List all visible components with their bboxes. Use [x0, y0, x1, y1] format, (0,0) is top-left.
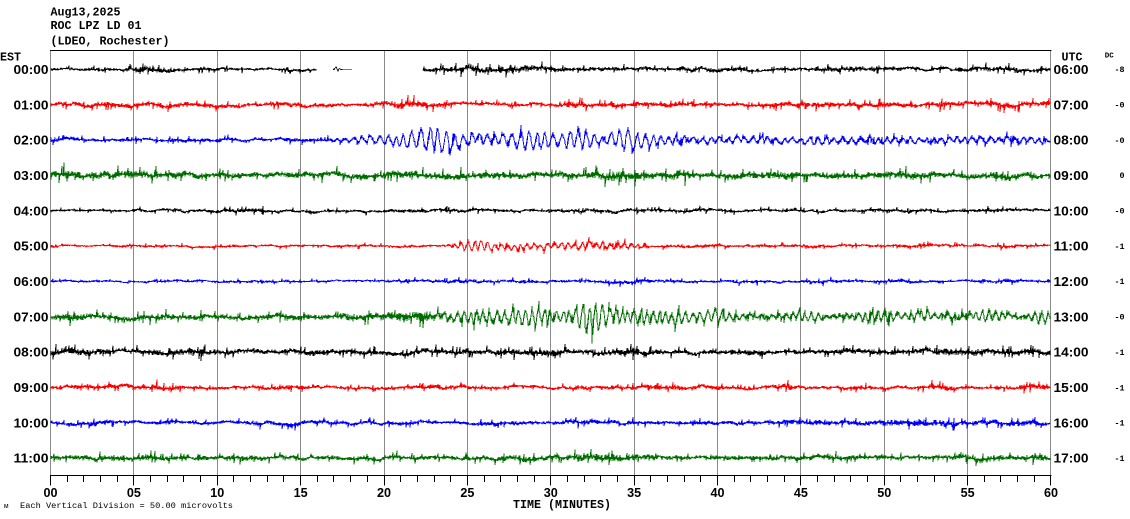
svg-text:-1: -1	[1114, 348, 1124, 358]
svg-text:02:00: 02:00	[14, 133, 49, 148]
svg-text:01:00: 01:00	[14, 97, 49, 112]
svg-text:UTC: UTC	[1062, 50, 1083, 64]
svg-text:м: м	[4, 503, 9, 511]
svg-text:Each Vertical Division = 50.: Each Vertical Division = 50.00 microvolt…	[20, 501, 233, 511]
svg-text:EST: EST	[0, 50, 21, 64]
svg-text:TIME (MINUTES): TIME (MINUTES)	[513, 498, 611, 512]
svg-text:13:00: 13:00	[1054, 309, 1089, 324]
svg-text:05: 05	[127, 485, 141, 500]
svg-text:-0: -0	[1114, 313, 1124, 323]
svg-text:14:00: 14:00	[1054, 345, 1089, 360]
svg-text:00:00: 00:00	[14, 62, 49, 77]
svg-text:17:00: 17:00	[1054, 451, 1089, 466]
svg-text:-1: -1	[1114, 419, 1124, 429]
svg-text:08:00: 08:00	[1054, 133, 1089, 148]
svg-text:06:00: 06:00	[1054, 62, 1089, 77]
svg-text:05:00: 05:00	[14, 239, 49, 254]
svg-text:-0: -0	[1114, 207, 1124, 217]
svg-text:15:00: 15:00	[1054, 380, 1089, 395]
svg-text:0: 0	[1119, 171, 1124, 181]
svg-text:30: 30	[544, 485, 558, 500]
svg-text:10: 10	[210, 485, 224, 500]
svg-text:11:00: 11:00	[1054, 239, 1089, 254]
svg-text:03:00: 03:00	[14, 168, 49, 183]
svg-text:16:00: 16:00	[1054, 415, 1089, 430]
svg-text:DC: DC	[1105, 53, 1115, 61]
svg-text:07:00: 07:00	[1054, 97, 1089, 112]
svg-text:09:00: 09:00	[14, 380, 49, 395]
svg-text:60: 60	[1044, 485, 1058, 500]
svg-text:-0: -0	[1114, 101, 1124, 111]
svg-text:15: 15	[294, 485, 308, 500]
svg-text:ROC LPZ LD 01: ROC LPZ LD 01	[51, 19, 142, 33]
svg-text:08:00: 08:00	[14, 345, 49, 360]
svg-text:Aug13,2025: Aug13,2025	[51, 5, 121, 19]
svg-text:10:00: 10:00	[1054, 203, 1089, 218]
svg-text:50: 50	[877, 485, 891, 500]
svg-text:09:00: 09:00	[1054, 168, 1089, 183]
svg-text:-1: -1	[1114, 454, 1124, 464]
svg-text:40: 40	[711, 485, 725, 500]
svg-text:-1: -1	[1114, 383, 1124, 393]
svg-text:-1: -1	[1114, 277, 1124, 287]
svg-text:06:00: 06:00	[14, 274, 49, 289]
svg-text:04:00: 04:00	[14, 203, 49, 218]
svg-text:12:00: 12:00	[1054, 274, 1089, 289]
svg-text:10:00: 10:00	[14, 415, 49, 430]
svg-text:45: 45	[794, 485, 808, 500]
svg-text:-1: -1	[1114, 242, 1124, 252]
svg-text:35: 35	[627, 485, 641, 500]
svg-text:55: 55	[961, 485, 975, 500]
svg-text:25: 25	[460, 485, 474, 500]
svg-text:(LDEO, Rochester): (LDEO, Rochester)	[51, 35, 170, 49]
svg-text:20: 20	[377, 485, 391, 500]
svg-text:00: 00	[44, 485, 58, 500]
svg-text:-0: -0	[1114, 136, 1124, 146]
svg-text:07:00: 07:00	[14, 309, 49, 324]
svg-text:-8: -8	[1114, 65, 1124, 75]
svg-text:11:00: 11:00	[14, 451, 49, 466]
